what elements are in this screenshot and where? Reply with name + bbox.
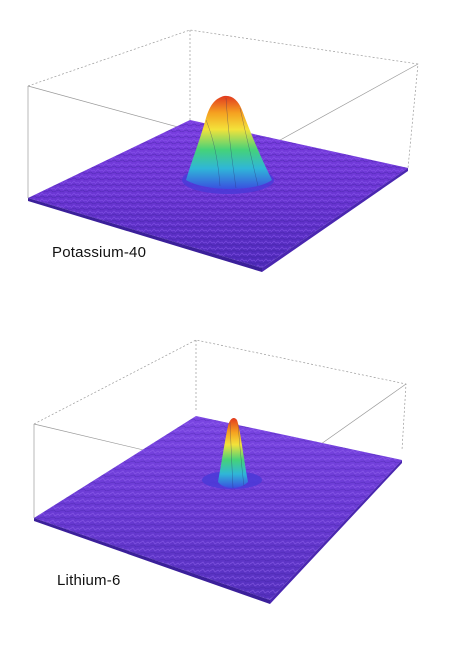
potassium-40-surface-svg bbox=[27, 29, 419, 272]
lithium-6-peak bbox=[202, 418, 262, 489]
lithium-6-label: Lithium-6 bbox=[57, 572, 121, 589]
potassium-40-plot: Potassium-40 bbox=[0, 0, 450, 320]
potassium-40-peak bbox=[182, 95, 274, 194]
lithium-6-plot: Lithium-6 bbox=[0, 330, 450, 660]
potassium-40-label: Potassium-40 bbox=[52, 244, 147, 261]
lithium-6-surface-svg bbox=[33, 339, 407, 604]
potassium-40-surface bbox=[28, 120, 408, 272]
lithium-6-surface bbox=[34, 416, 402, 604]
